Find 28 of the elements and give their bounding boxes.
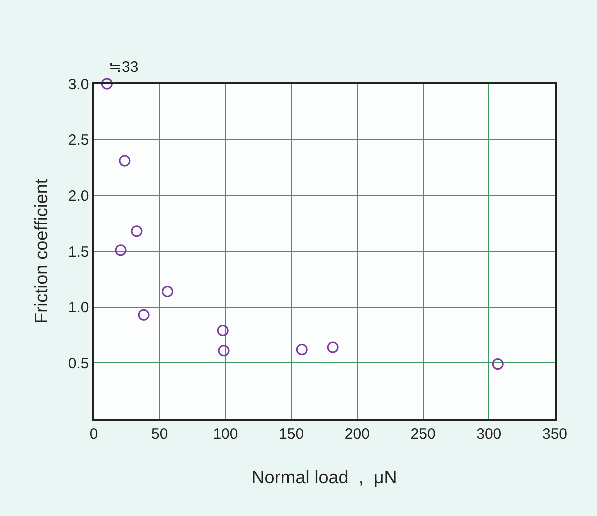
- point: [131, 226, 143, 238]
- y-tick-label: 1.5: [68, 244, 90, 261]
- annotation: ≒33: [109, 59, 139, 76]
- x-axis-title: Normal load , μN: [252, 468, 398, 488]
- y-axis-title: Friction coefficient: [32, 179, 52, 324]
- x-tick-label: 250: [410, 426, 436, 443]
- x-tick-label: 0: [90, 426, 98, 443]
- point: [492, 358, 504, 370]
- point: [138, 309, 150, 321]
- x-tick-label: 350: [542, 426, 568, 443]
- point: [115, 244, 127, 256]
- x-tick-label: 150: [279, 426, 304, 443]
- point: [119, 155, 131, 167]
- y-tick-label: 2.0: [68, 188, 90, 205]
- point: [218, 345, 230, 357]
- point: [327, 342, 339, 354]
- x-tick-label: 300: [476, 426, 502, 443]
- y-tick-label: 2.5: [68, 132, 90, 150]
- x-tick-label: 50: [152, 426, 168, 443]
- y-tick-label: 0.5: [68, 355, 90, 372]
- point: [296, 344, 308, 356]
- y-tick-label: 3.0: [68, 76, 90, 94]
- x-tick-label: 100: [213, 426, 238, 443]
- x-tick-label: 200: [344, 426, 370, 443]
- point: [162, 286, 174, 298]
- point: [217, 325, 229, 337]
- y-tick-label: 1.0: [68, 300, 90, 317]
- point: [101, 78, 113, 90]
